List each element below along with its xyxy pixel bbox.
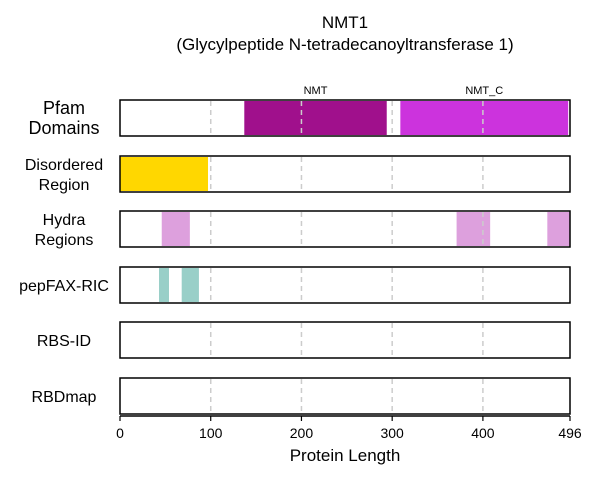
x-tick-label: 200 xyxy=(290,425,314,441)
track-label: RBS-ID xyxy=(37,333,91,350)
track-label: RBDmap xyxy=(32,389,97,406)
track-frame xyxy=(119,321,571,359)
x-tick-label: 0 xyxy=(116,425,124,441)
chart-subtitle: (Glycylpeptide N-tetradecanoyltransferas… xyxy=(176,35,513,54)
track-label: Pfam xyxy=(43,98,85,118)
track-label: Hydra xyxy=(43,212,86,229)
segment-pepfax-ric-2 xyxy=(181,268,199,302)
track-frame xyxy=(119,377,571,415)
track-label: Regions xyxy=(35,232,94,249)
track-frame xyxy=(119,210,571,248)
track-frame xyxy=(119,266,571,304)
segment-hydra-regions-3 xyxy=(547,212,570,246)
track-label: Domains xyxy=(28,118,99,138)
track-hydra-regions: Hydra Regions xyxy=(35,210,571,249)
segment-pepfax-ric-1 xyxy=(159,268,169,302)
segment-pfam-domains-2 xyxy=(400,101,569,135)
chart-title: NMT1 xyxy=(322,13,368,32)
segment-hydra-regions-1 xyxy=(161,212,190,246)
track-frame xyxy=(119,155,571,193)
domain-label-nmt-c: NMT_C xyxy=(465,85,503,97)
track-pepfax-ric: pepFAX-RIC xyxy=(19,266,571,304)
track-label: pepFAX-RIC xyxy=(19,278,109,295)
track-frame xyxy=(119,99,571,137)
track-label: Region xyxy=(39,177,90,194)
x-tick-label: 400 xyxy=(471,425,495,441)
track-label: Disordered xyxy=(25,157,103,174)
track-background xyxy=(120,378,570,414)
x-tick-label: 300 xyxy=(380,425,404,441)
track-rbs-id: RBS-ID xyxy=(37,321,571,359)
domain-label-nmt: NMT xyxy=(304,85,328,97)
segment-pfam-domains-1 xyxy=(244,101,387,135)
track-rbdmap: RBDmap xyxy=(32,377,571,415)
segment-disordered-region-1 xyxy=(120,157,209,191)
segment-hydra-regions-2 xyxy=(456,212,491,246)
x-tick-label: 496 xyxy=(558,425,582,441)
x-axis-title: Protein Length xyxy=(290,446,401,465)
track-background xyxy=(120,211,570,247)
x-axis: 0 100 200 300 400 496 xyxy=(116,415,582,441)
track-background xyxy=(120,322,570,358)
x-tick-label: 100 xyxy=(199,425,223,441)
track-disordered-region: Disordered Region xyxy=(25,155,571,194)
